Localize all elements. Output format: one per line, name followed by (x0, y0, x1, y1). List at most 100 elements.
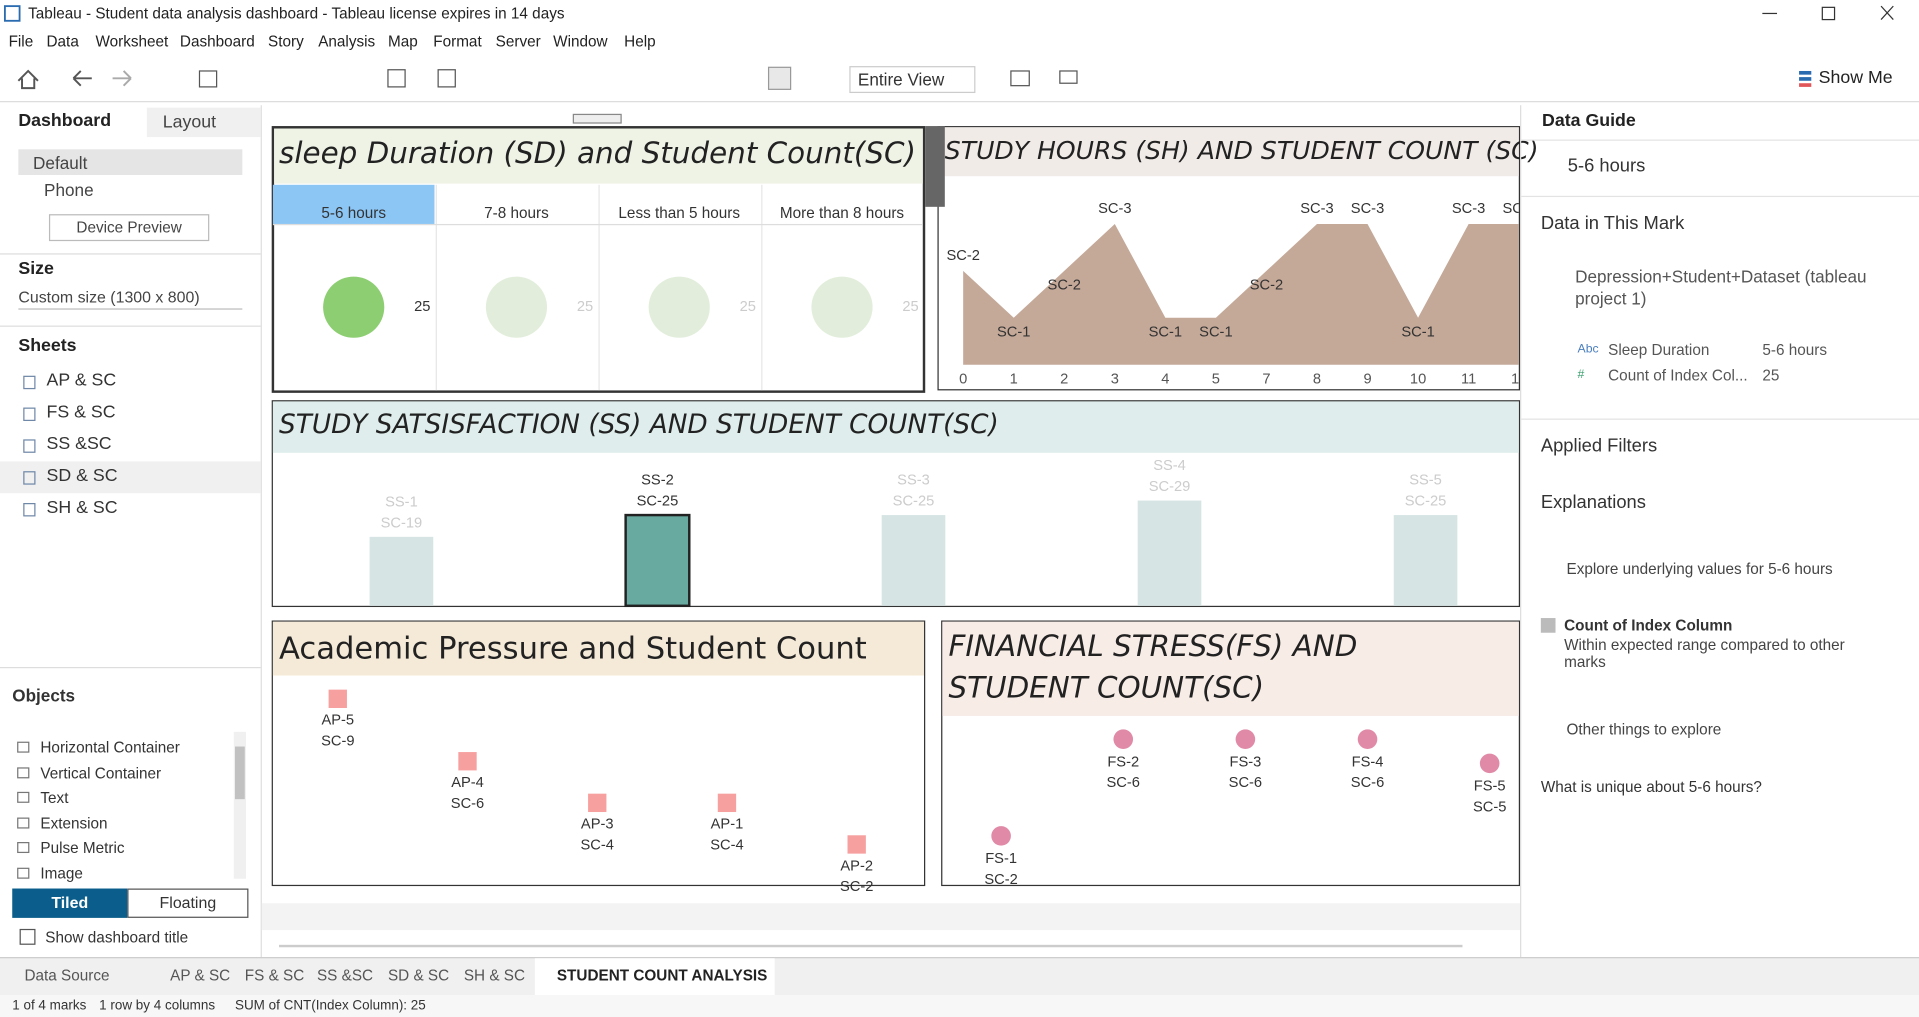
underline (18, 308, 243, 310)
pane-title: FINANCIAL STRESS(FS) AND STUDENT COUNT(S… (948, 629, 1358, 705)
sheet-tab[interactable]: SD & SC (387, 966, 450, 984)
pane-title-bg (938, 127, 1519, 177)
heading: Sheets (18, 336, 77, 357)
show-me[interactable]: Show Me (1818, 68, 1893, 89)
category-label: SS-1 (385, 494, 418, 510)
value-label: SC-4 (581, 838, 614, 854)
menu-item[interactable]: Help (624, 33, 656, 51)
panel-tab[interactable]: Layout (162, 112, 217, 133)
device-preview[interactable]: Device Preview (76, 219, 182, 237)
drag-handle (572, 113, 622, 124)
size-select[interactable]: Custom size (1300 x 800) (18, 287, 200, 306)
column-header[interactable]: 5-6 hours (321, 204, 387, 222)
heading: Objects (12, 685, 76, 705)
measure-swatch (1540, 618, 1556, 633)
status-text: 1 of 4 marks (12, 998, 87, 1014)
category-label: AP-4 (451, 775, 484, 791)
object[interactable]: Extension (40, 814, 108, 832)
divider (0, 325, 261, 327)
menu-item[interactable]: Window (553, 33, 608, 51)
view-select[interactable]: Entire View (857, 69, 945, 90)
device[interactable]: Default (33, 152, 88, 173)
column-header[interactable]: 7-8 hours (484, 204, 549, 222)
bubble (811, 276, 873, 338)
menu-item[interactable]: File (8, 33, 34, 51)
square-mark (328, 689, 347, 708)
sheet-icon (23, 503, 36, 517)
sheet[interactable]: FS & SC (46, 402, 116, 423)
value-label: SC-2 (1250, 277, 1283, 293)
value-label: SC-3 (1502, 201, 1535, 217)
column-header[interactable]: More than 8 hours (779, 204, 905, 222)
section-heading[interactable]: Data in This Mark (1540, 212, 1685, 234)
value-label: SC-25 (637, 493, 679, 509)
bubble (485, 276, 548, 338)
sheet-icon (23, 407, 36, 422)
menu-item[interactable]: Dashboard (179, 33, 255, 51)
value-label: 25 (740, 299, 756, 315)
menu-item[interactable]: Analysis (318, 33, 376, 51)
area (963, 223, 1519, 365)
object[interactable]: Horizontal Container (40, 739, 180, 757)
sheet-tab[interactable]: Data Source (24, 966, 110, 984)
view-dropdown (849, 66, 976, 94)
value-label: SC-6 (1351, 775, 1384, 791)
object-icon (17, 842, 30, 854)
sheet[interactable]: SH & SC (46, 498, 118, 518)
menu-item[interactable]: Data (46, 33, 79, 51)
value-label: 25 (902, 299, 918, 315)
value-label: SC-3 (1351, 201, 1384, 217)
field-value: 25 (1762, 367, 1780, 385)
pane-toolbar (925, 126, 945, 207)
sheet-tab[interactable]: AP & SC (170, 966, 231, 984)
section-heading[interactable]: Explanations (1540, 491, 1646, 513)
field-type: # (1577, 368, 1585, 382)
x-tick-label: 10 (1410, 371, 1426, 387)
value-label: SC-2 (984, 872, 1017, 888)
measure-name[interactable]: Count of Index Column (1564, 616, 1733, 634)
data-source: Depression+Student+Dataset (tableau proj… (1575, 266, 1867, 309)
object[interactable]: Text (40, 789, 69, 807)
floating[interactable]: Floating (159, 893, 217, 912)
sheet-tab[interactable]: STUDENT COUNT ANALYSIS (556, 966, 768, 984)
dot-mark (991, 826, 1011, 846)
value-label: SC-3 (1300, 201, 1333, 217)
sheet[interactable]: AP & SC (46, 370, 117, 391)
pane-title-bg (274, 128, 923, 184)
tiled[interactable]: Tiled (51, 893, 89, 912)
object[interactable]: Vertical Container (40, 764, 162, 782)
sheet-tab[interactable]: FS & SC (244, 966, 305, 984)
guide-mark: 5-6 hours (1567, 155, 1646, 177)
explore-link[interactable]: What is unique about 5-6 hours? (1540, 778, 1762, 796)
panel-tab[interactable]: Dashboard (18, 111, 112, 131)
sheet-tab[interactable]: SH & SC (463, 966, 526, 984)
menu-item[interactable]: Story (268, 33, 304, 51)
object[interactable]: Image (40, 864, 83, 882)
value-label: SC-2 (1048, 277, 1081, 293)
window-title: Tableau - Student data analysis dashboar… (28, 4, 565, 23)
menu-item[interactable]: Format (433, 33, 482, 51)
x-tick-label: 12 (1511, 371, 1527, 387)
category-label: SS-3 (897, 473, 930, 489)
section-heading[interactable]: Applied Filters (1540, 435, 1658, 457)
selection (0, 461, 261, 494)
sheet[interactable]: SS &SC (46, 434, 112, 455)
value-label: SC-25 (1405, 493, 1447, 509)
menu-item[interactable]: Map (387, 33, 418, 51)
guide-title: Data Guide (1542, 111, 1636, 131)
object[interactable]: Pulse Metric (40, 839, 125, 857)
sheet[interactable]: SD & SC (46, 466, 118, 486)
button (48, 214, 210, 242)
scrollbar (279, 944, 1463, 948)
field-type: Abc (1577, 342, 1599, 357)
category-label: SS-5 (1409, 473, 1442, 489)
column-divider (761, 184, 763, 391)
menu-item[interactable]: Server (495, 33, 541, 51)
object-icon (17, 791, 30, 803)
show-title[interactable]: Show dashboard title (45, 928, 189, 947)
column-header[interactable]: Less than 5 hours (618, 204, 741, 222)
explanation-link[interactable]: Explore underlying values for 5-6 hours (1566, 560, 1833, 578)
menu-item[interactable]: Worksheet (95, 33, 169, 51)
sheet-tab[interactable]: SS &SC (316, 966, 374, 984)
device[interactable]: Phone (44, 179, 94, 200)
